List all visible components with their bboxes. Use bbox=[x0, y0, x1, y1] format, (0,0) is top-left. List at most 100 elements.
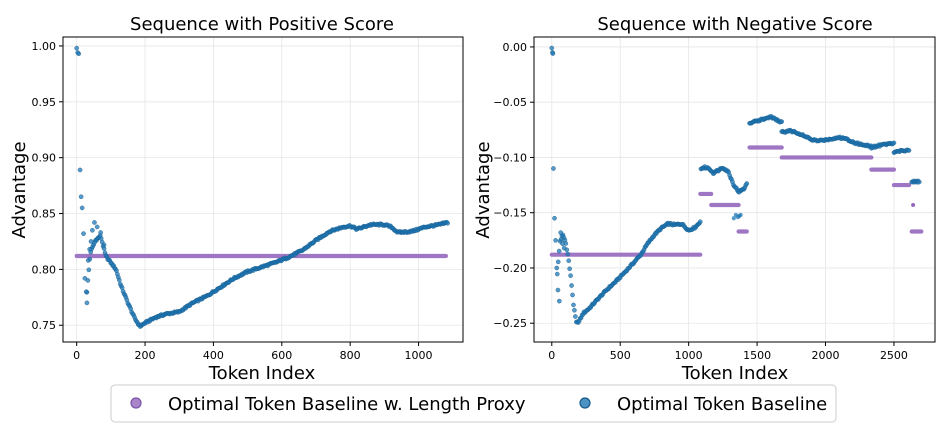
baseline-point bbox=[82, 276, 88, 281]
baseline-point bbox=[79, 205, 85, 211]
baseline-point bbox=[90, 227, 95, 233]
baseline-point bbox=[86, 267, 92, 273]
series-baseline bbox=[909, 178, 922, 185]
baseline-point bbox=[87, 246, 92, 252]
legend-marker-baseline bbox=[579, 397, 591, 409]
baseline-point bbox=[554, 265, 560, 271]
baseline-point bbox=[557, 298, 562, 304]
ticks-positive: 0 200 400 600 800 1000 0.75 0.80 0.85 0.90 0.95 1.0… bbox=[32, 40, 433, 362]
baseline-point bbox=[88, 239, 94, 244]
baseline-point bbox=[549, 45, 555, 51]
ticks-negative: 0 500 1000 1500 2000 2500 0.00 −0.05 −0.10 −0.15 −… bbox=[493, 41, 908, 362]
y-tick-label: −0.05 bbox=[493, 96, 527, 109]
baseline-point bbox=[76, 51, 82, 57]
chart-title: Sequence with Negative Score bbox=[597, 14, 872, 35]
baseline-point bbox=[116, 277, 122, 283]
baseline-point bbox=[570, 292, 575, 298]
y-axis-label: Advantage bbox=[473, 141, 494, 238]
baseline-point bbox=[561, 245, 567, 251]
x-tick-label: 200 bbox=[135, 349, 156, 362]
baseline-point bbox=[85, 258, 91, 263]
series-baseline bbox=[747, 114, 785, 126]
series-length-proxy bbox=[549, 145, 924, 257]
x-axis-label: Token Index bbox=[208, 363, 316, 384]
legend-marker-length-proxy bbox=[130, 397, 142, 409]
y-tick-label: 0.95 bbox=[32, 96, 57, 109]
baseline-point bbox=[556, 248, 562, 254]
baseline-point bbox=[738, 212, 743, 218]
x-tick-label: 500 bbox=[610, 349, 631, 362]
baseline-point bbox=[560, 241, 565, 246]
y-tick-label: −0.25 bbox=[493, 317, 527, 330]
legend-item-length-proxy: Optimal Token Baseline w. Length Proxy bbox=[130, 394, 526, 415]
series-baseline bbox=[731, 212, 743, 221]
baseline-point bbox=[573, 314, 578, 319]
baseline-point bbox=[565, 251, 571, 257]
chart-negative: Sequence with Negative Score 0 500 1000 150… bbox=[473, 14, 936, 384]
x-tick-label: 400 bbox=[203, 349, 224, 362]
plot-frame bbox=[62, 36, 464, 343]
baseline-point bbox=[445, 220, 450, 226]
series-baseline bbox=[779, 127, 874, 149]
series-baseline bbox=[698, 164, 750, 195]
legend-item-baseline: Optimal Token Baseline bbox=[579, 394, 827, 415]
x-tick-label: 0 bbox=[73, 349, 80, 362]
chart-title: Sequence with Positive Score bbox=[130, 14, 394, 35]
baseline-point bbox=[74, 45, 79, 51]
baseline-point bbox=[81, 231, 86, 236]
legend-frame bbox=[110, 384, 837, 423]
series-layer bbox=[549, 45, 924, 325]
baseline-point bbox=[567, 266, 572, 272]
baseline-point bbox=[552, 215, 557, 221]
x-tick-label: 800 bbox=[340, 349, 361, 362]
y-tick-label: 0.80 bbox=[32, 263, 57, 276]
baseline-point bbox=[92, 220, 97, 225]
baseline-point bbox=[84, 300, 90, 306]
y-tick-label: 0.90 bbox=[32, 152, 57, 165]
baseline-point bbox=[568, 273, 573, 278]
x-tick-label: 1000 bbox=[405, 349, 433, 362]
chart-positive: Sequence with Positive Score 0 200 400 600 8… bbox=[9, 14, 464, 384]
legend: Optimal Token Baseline w. Length Proxy O… bbox=[110, 384, 837, 423]
x-tick-label: 2500 bbox=[880, 349, 908, 362]
baseline-point bbox=[569, 283, 574, 288]
baseline-point bbox=[555, 259, 561, 265]
baseline-point bbox=[558, 230, 563, 235]
series-layer bbox=[74, 45, 450, 329]
baseline-point bbox=[572, 307, 577, 313]
baseline-point bbox=[83, 289, 89, 295]
baseline-point bbox=[78, 194, 84, 200]
y-tick-label: 1.00 bbox=[32, 40, 57, 53]
baseline-point bbox=[101, 242, 107, 248]
y-tick-label: 0.00 bbox=[503, 41, 528, 54]
baseline-point bbox=[554, 271, 560, 277]
y-tick-label: −0.10 bbox=[493, 151, 527, 164]
baseline-point bbox=[916, 179, 922, 185]
grid-positive bbox=[63, 37, 463, 342]
y-tick-label: −0.15 bbox=[493, 207, 527, 220]
x-tick-label: 1500 bbox=[743, 349, 771, 362]
baseline-point bbox=[98, 230, 103, 235]
y-tick-label: −0.20 bbox=[493, 262, 527, 275]
x-tick-label: 600 bbox=[271, 349, 292, 362]
length-proxy-point bbox=[911, 202, 916, 207]
series-baseline bbox=[869, 140, 897, 151]
baseline-point bbox=[77, 167, 83, 173]
baseline-point bbox=[550, 51, 556, 56]
marks-negative bbox=[549, 45, 924, 325]
x-tick-label: 0 bbox=[548, 349, 555, 362]
baseline-point bbox=[571, 302, 576, 308]
baseline-point bbox=[555, 287, 561, 293]
baseline-point bbox=[697, 219, 703, 225]
baseline-point bbox=[553, 238, 558, 243]
baseline-point bbox=[744, 181, 750, 186]
baseline-point bbox=[891, 140, 897, 146]
baseline-point bbox=[566, 258, 572, 263]
series-baseline bbox=[74, 45, 450, 329]
y-axis-label: Advantage bbox=[9, 141, 30, 238]
x-axis-label: Token Index bbox=[681, 363, 789, 384]
legend-label-length-proxy: Optimal Token Baseline w. Length Proxy bbox=[168, 394, 526, 415]
x-tick-label: 2000 bbox=[812, 349, 840, 362]
baseline-point bbox=[551, 166, 556, 171]
